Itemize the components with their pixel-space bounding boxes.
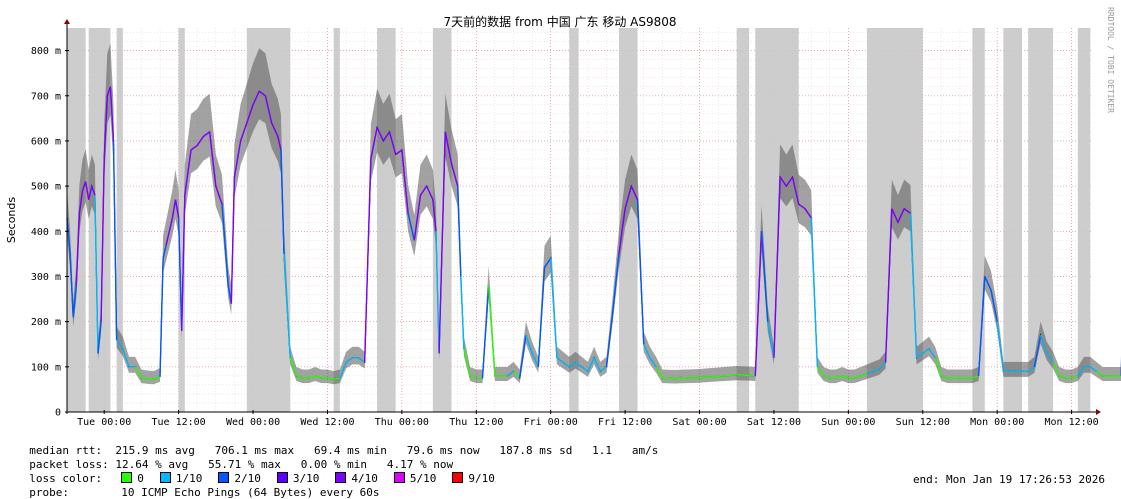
y-tick-label: 0	[55, 408, 61, 419]
median-segment	[538, 267, 544, 366]
color-swatch	[452, 472, 463, 483]
median-segment	[724, 375, 736, 376]
median-segment	[141, 378, 147, 379]
median-segment	[520, 335, 526, 378]
median-segment	[160, 258, 163, 376]
median-segment	[482, 286, 488, 379]
y-tick-label: 700 m	[31, 91, 61, 102]
x-tick-label: Tue 00:00	[77, 417, 131, 428]
median-segment	[114, 141, 117, 340]
x-tick-label: Thu 12:00	[449, 417, 503, 428]
rrdtool-credit: RRDTOOL / TOBI OETIKER	[1106, 7, 1115, 113]
x-tick-label: Mon 12:00	[1045, 417, 1099, 428]
y-tick-label: 500 m	[31, 182, 61, 193]
y-tick-label: 400 m	[31, 227, 61, 238]
smoke-band	[67, 43, 1121, 384]
chart-title: 7天前的数据 from 中国 广东 移动 AS9808	[444, 14, 677, 29]
x-tick-label: Sun 12:00	[896, 417, 950, 428]
x-tick-label: Tue 12:00	[152, 417, 206, 428]
loss-span	[334, 28, 340, 412]
median-segment	[231, 177, 234, 303]
median-segment	[613, 254, 619, 313]
y-axis-arrow	[64, 19, 70, 24]
probe-label: probe:	[29, 486, 121, 499]
loss-span	[972, 28, 984, 412]
loss-span	[1003, 28, 1022, 412]
loss-span	[737, 28, 749, 412]
y-axis-label: Seconds	[5, 197, 18, 243]
median-segment	[365, 159, 371, 362]
median-rtt-row: median rtt: 215.9 ms avg 706.1 ms max 69…	[16, 431, 658, 445]
x-tick-label: Sat 00:00	[672, 417, 726, 428]
median-segment	[997, 322, 1003, 372]
x-tick-label: Fri 00:00	[524, 417, 578, 428]
end-timestamp: end: Mon Jan 19 17:26:53 2026	[913, 473, 1105, 486]
median-segment	[700, 377, 712, 378]
x-tick-label: Sun 00:00	[821, 417, 875, 428]
y-tick-label: 800 m	[31, 46, 61, 57]
y-tick-label: 600 m	[31, 136, 61, 147]
color-swatch	[394, 472, 405, 483]
x-tick-label: Thu 00:00	[375, 417, 429, 428]
packet-loss-row: packet loss: 12.64 % avg 55.71 % max 0.0…	[16, 445, 453, 459]
loss-span	[67, 28, 86, 412]
loss-color-item-label: 9/10	[468, 472, 495, 485]
x-tick-label: Mon 00:00	[970, 417, 1024, 428]
median-segment	[222, 204, 228, 285]
series-layer	[67, 43, 1121, 384]
y-tick-label: 200 m	[31, 317, 61, 328]
probe-row: probe:10 ICMP Echo Pings (64 Bytes) ever…	[16, 473, 380, 487]
y-tick-label: 300 m	[31, 272, 61, 283]
x-tick-label: Wed 00:00	[226, 417, 280, 428]
x-tick-label: Sat 12:00	[747, 417, 801, 428]
loss-span	[1078, 28, 1090, 412]
median-segment	[712, 376, 724, 377]
y-tick-label: 100 m	[31, 362, 61, 373]
chart-svg: 0 100 m 200 m 300 m 400 m 500 m 600 m 700 m 800 …	[0, 0, 1121, 430]
loss-span	[377, 28, 396, 412]
median-segment	[551, 258, 557, 357]
loss-color-item: 9/10	[452, 472, 495, 485]
loss-color-item-label: 5/10	[410, 472, 437, 485]
loss-color-item: 5/10	[394, 472, 437, 485]
median-segment	[638, 200, 644, 345]
x-axis-arrow	[1096, 409, 1101, 415]
probe-text: 10 ICMP Echo Pings (64 Bytes) every 60s	[121, 486, 379, 499]
x-tick-label: Wed 12:00	[300, 417, 354, 428]
x-tick-label: Fri 12:00	[598, 417, 652, 428]
